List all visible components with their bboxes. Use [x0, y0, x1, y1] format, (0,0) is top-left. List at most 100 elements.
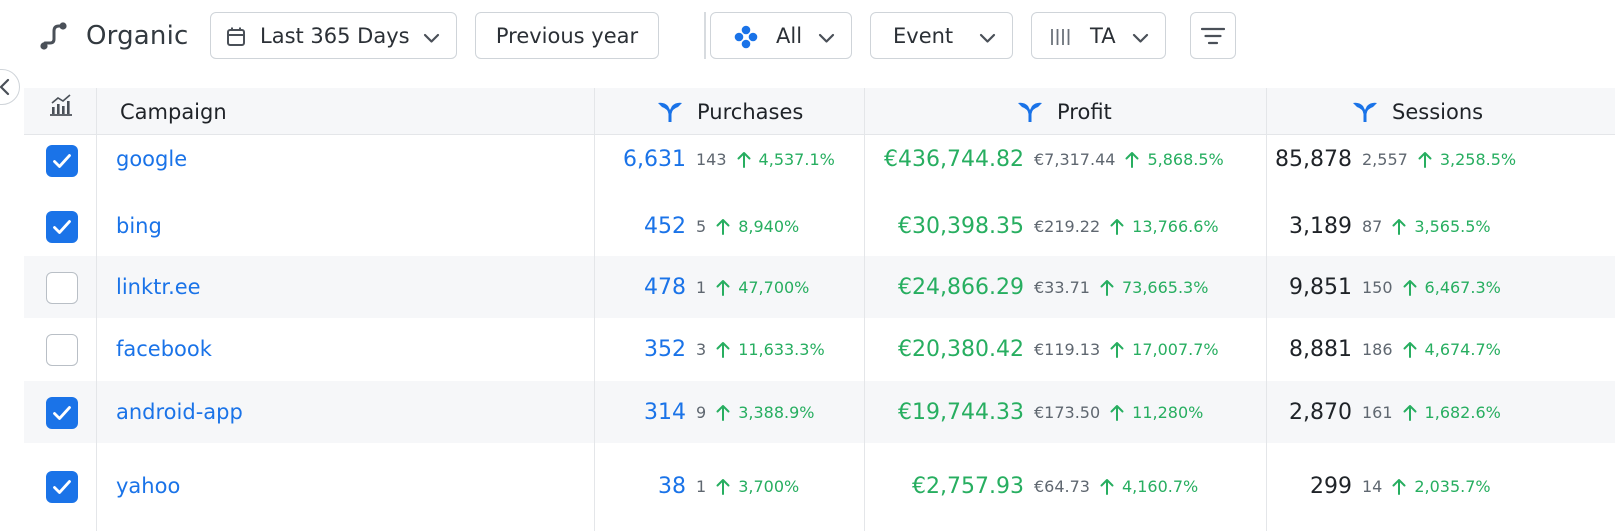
sessions-previous: 14 — [1362, 476, 1383, 496]
funnel-icon — [657, 101, 683, 123]
arrow-up-icon — [1125, 151, 1139, 168]
row-checkbox[interactable] — [46, 471, 78, 503]
calendar-icon — [226, 26, 246, 52]
profit-comparison: €7,317.44 5,868.5% — [1024, 135, 1224, 183]
profit-value[interactable]: €436,744.82 — [884, 146, 1024, 172]
campaign-link[interactable]: yahoo — [116, 474, 181, 498]
purchases-comparison: 5 8,940% — [686, 195, 799, 257]
purchases-value[interactable]: 6,631 — [623, 146, 686, 172]
menu-button[interactable] — [1190, 12, 1236, 59]
profit-change: 17,007.7% — [1132, 339, 1219, 359]
purchases-change: 3,700% — [738, 476, 800, 496]
collapse-sidebar-button[interactable] — [0, 69, 20, 105]
purchases-previous: 9 — [696, 402, 707, 422]
purchases-value[interactable]: 478 — [644, 274, 686, 300]
column-divider — [594, 88, 595, 531]
row-checkbox[interactable] — [46, 272, 78, 304]
profit-value[interactable]: €19,744.33 — [898, 399, 1024, 425]
arrow-up-icon — [716, 218, 730, 235]
funnel-icon — [1017, 101, 1043, 123]
campaign-link[interactable]: linktr.ee — [116, 275, 201, 299]
profit-value[interactable]: €24,866.29 — [898, 274, 1024, 300]
campaign-link[interactable]: facebook — [116, 337, 212, 361]
profit-previous: €7,317.44 — [1034, 149, 1116, 169]
profit-previous: €64.73 — [1034, 476, 1090, 496]
sessions-previous: 87 — [1362, 216, 1383, 236]
row-checkbox[interactable] — [46, 145, 78, 177]
date-range-dropdown[interactable]: Last 365 Days — [210, 12, 457, 59]
column-header-purchases[interactable]: Purchases — [657, 88, 803, 135]
chart-icon[interactable] — [49, 93, 73, 121]
profit-value-cell: €24,866.29 — [24, 256, 1024, 318]
arrow-up-icon — [1110, 218, 1124, 235]
profit-value[interactable]: €30,398.35 — [898, 213, 1024, 239]
arrow-up-icon — [1403, 404, 1417, 421]
arrow-up-icon — [737, 151, 751, 168]
brand: Organic — [38, 18, 189, 54]
attribution-dropdown[interactable]: Event — [870, 12, 1013, 59]
purchases-change: 4,537.1% — [758, 149, 835, 169]
purchases-comparison: 9 3,388.9% — [686, 381, 814, 443]
purchases-change: 8,940% — [738, 216, 800, 236]
compare-period-button[interactable]: Previous year — [475, 12, 659, 59]
arrow-up-icon — [1392, 218, 1406, 235]
profit-value[interactable]: €2,757.93 — [912, 473, 1024, 499]
profit-change: 4,160.7% — [1121, 476, 1199, 496]
campaign-table: Campaign Purchases Profit Sessions googl… — [24, 88, 1615, 531]
purchases-comparison: 1 3,700% — [686, 455, 799, 517]
sessions-value: 2,870 — [1289, 399, 1352, 425]
row-checkbox[interactable] — [46, 211, 78, 243]
arrow-up-icon — [716, 478, 730, 495]
sessions-comparison: 2,557 3,258.5% — [1352, 135, 1516, 183]
purchases-value-cell: 352 — [24, 318, 686, 380]
column-header-profit[interactable]: Profit — [1017, 88, 1112, 135]
arrow-up-icon — [1418, 151, 1432, 168]
row-checkbox[interactable] — [46, 397, 78, 429]
purchases-value[interactable]: 352 — [644, 336, 686, 362]
column-divider — [864, 88, 865, 531]
chevron-down-icon — [979, 28, 996, 52]
purchases-previous: 1 — [696, 277, 707, 297]
profit-comparison: €64.73 4,160.7% — [1024, 455, 1198, 517]
sessions-value: 8,881 — [1289, 336, 1352, 362]
sessions-previous: 161 — [1362, 402, 1393, 422]
arrow-up-icon — [1100, 478, 1114, 495]
column-header-campaign[interactable]: Campaign — [120, 88, 227, 135]
channel-dropdown[interactable]: All — [710, 12, 852, 59]
purchases-value[interactable]: 452 — [644, 213, 686, 239]
sessions-value: 299 — [1310, 473, 1352, 499]
campaign-link[interactable]: google — [116, 147, 188, 171]
profit-value[interactable]: €20,380.42 — [898, 336, 1024, 362]
purchases-value[interactable]: 38 — [658, 473, 686, 499]
profit-previous: €219.22 — [1034, 216, 1101, 236]
sessions-value-cell: 2,870 — [24, 381, 1352, 443]
campaign-link[interactable]: android-app — [116, 400, 243, 424]
purchases-value[interactable]: 314 — [644, 399, 686, 425]
column-header-sessions[interactable]: Sessions — [1352, 88, 1483, 135]
page-title: Organic — [86, 21, 189, 51]
model-dropdown[interactable]: TA — [1031, 12, 1166, 59]
profit-value-cell: €19,744.33 — [24, 381, 1024, 443]
chevron-left-icon — [0, 78, 10, 96]
table-row: android-app 314 9 3,388.9% €19,744.33 €173.50… — [24, 381, 1615, 443]
arrow-up-icon — [716, 404, 730, 421]
channel-label: All — [776, 23, 803, 48]
organic-route-icon — [38, 21, 68, 51]
profit-value-cell: €2,757.93 — [24, 455, 1024, 517]
sessions-change: 3,258.5% — [1439, 149, 1517, 169]
purchases-value-cell: 452 — [24, 195, 686, 257]
profit-comparison: €33.71 73,665.3% — [1024, 256, 1208, 318]
sessions-previous: 150 — [1362, 277, 1393, 297]
arrow-up-icon — [1100, 279, 1114, 296]
sessions-value-cell: 85,878 — [24, 135, 1352, 183]
purchases-comparison: 1 47,700% — [686, 256, 809, 318]
row-checkbox[interactable] — [46, 334, 78, 366]
profit-value-cell: €436,744.82 — [24, 135, 1024, 183]
sessions-change: 6,467.3% — [1424, 277, 1501, 297]
campaign-link[interactable]: bing — [116, 214, 162, 238]
purchases-previous: 3 — [696, 339, 707, 359]
arrow-up-icon — [1392, 478, 1406, 495]
compare-period-label: Previous year — [495, 23, 639, 48]
sessions-previous: 186 — [1362, 339, 1393, 359]
sessions-change: 4,674.7% — [1424, 339, 1501, 359]
